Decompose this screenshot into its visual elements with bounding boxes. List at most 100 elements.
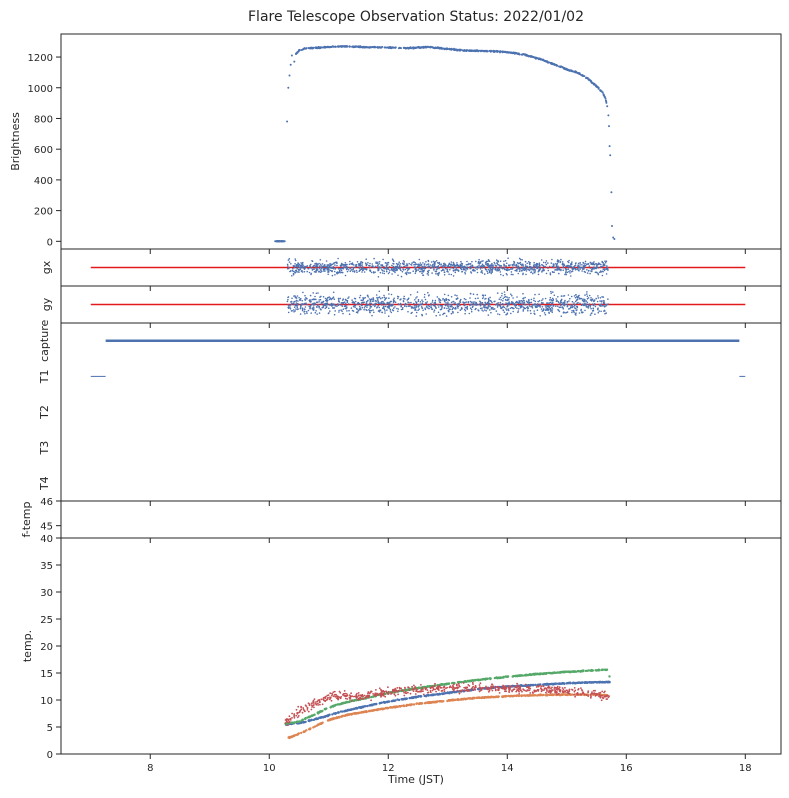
data-point <box>504 268 506 271</box>
data-point <box>383 294 385 297</box>
data-point <box>344 298 347 301</box>
data-point <box>575 299 578 302</box>
data-point <box>573 295 576 297</box>
data-point <box>386 706 390 710</box>
data-point <box>562 269 564 272</box>
data-point <box>557 296 559 298</box>
data-point <box>463 308 466 311</box>
data-point <box>597 311 600 314</box>
data-point <box>479 304 482 307</box>
data-point <box>340 271 343 274</box>
data-point <box>559 261 562 263</box>
data-point <box>455 267 458 269</box>
data-point <box>454 698 457 701</box>
data-point <box>448 692 451 695</box>
data-point <box>358 46 361 49</box>
data-point <box>432 263 434 266</box>
data-point <box>427 45 430 48</box>
data-point <box>460 265 462 268</box>
data-point <box>536 694 539 697</box>
data-point <box>328 266 330 268</box>
data-point <box>384 305 387 308</box>
data-point <box>443 312 446 315</box>
data-point <box>556 269 558 271</box>
data-point <box>335 716 338 719</box>
data-point <box>550 292 552 295</box>
data-point <box>493 308 496 310</box>
data-point <box>459 299 462 302</box>
data-point <box>482 310 484 312</box>
data-point <box>308 305 311 308</box>
data-point <box>340 265 342 267</box>
data-point <box>489 296 491 299</box>
data-point <box>610 191 613 194</box>
data-point <box>588 269 590 272</box>
data-point <box>512 303 515 305</box>
data-point <box>504 293 506 296</box>
data-point <box>458 265 461 268</box>
data-point <box>431 299 434 302</box>
data-point <box>497 305 499 307</box>
data-point <box>320 269 322 271</box>
data-point <box>544 694 547 697</box>
data-point <box>400 308 403 311</box>
data-point <box>529 309 532 312</box>
data-point <box>552 271 554 274</box>
data-point <box>332 306 334 309</box>
data-point <box>320 722 324 725</box>
chart-title: Flare Telescope Observation Status: 2022… <box>248 9 584 25</box>
data-point <box>601 305 604 307</box>
data-point <box>409 46 412 49</box>
data-point <box>431 301 434 303</box>
data-point <box>360 302 363 304</box>
data-point <box>570 306 572 309</box>
data-point <box>417 263 420 266</box>
data-point <box>375 261 377 263</box>
data-point <box>607 680 610 684</box>
data-point <box>488 271 491 274</box>
data-point <box>521 303 524 306</box>
data-point <box>589 299 592 301</box>
y-category-label: capture <box>38 320 51 362</box>
data-point <box>428 307 430 310</box>
data-point <box>454 269 457 272</box>
data-point <box>377 268 380 271</box>
data-point <box>438 261 441 264</box>
data-point <box>517 262 520 265</box>
data-point <box>549 299 551 301</box>
data-point <box>592 307 594 310</box>
data-point <box>456 305 459 308</box>
data-point <box>381 304 383 306</box>
data-point <box>330 264 333 266</box>
data-point <box>560 258 562 261</box>
data-point <box>510 302 512 305</box>
data-point <box>403 263 405 266</box>
data-point <box>320 295 322 298</box>
data-point <box>567 308 570 310</box>
data-point <box>584 294 586 296</box>
data-point <box>449 263 452 266</box>
data-point <box>337 268 340 270</box>
data-point <box>563 302 565 305</box>
data-point <box>337 45 340 48</box>
data-point <box>515 694 518 697</box>
data-point <box>572 305 574 308</box>
data-point <box>346 700 349 704</box>
data-point <box>396 307 398 310</box>
data-point <box>487 297 490 300</box>
data-point <box>566 303 568 306</box>
data-point <box>346 299 349 302</box>
data-point <box>321 270 323 273</box>
data-point <box>603 305 605 307</box>
data-point <box>466 306 468 309</box>
data-point <box>446 268 448 271</box>
data-point <box>370 703 373 707</box>
data-point <box>537 270 540 273</box>
data-point <box>334 304 337 307</box>
data-point <box>433 264 436 266</box>
data-point <box>586 301 589 304</box>
data-point <box>476 271 479 274</box>
data-point <box>483 273 486 275</box>
data-point <box>526 306 529 308</box>
data-point <box>491 269 494 272</box>
